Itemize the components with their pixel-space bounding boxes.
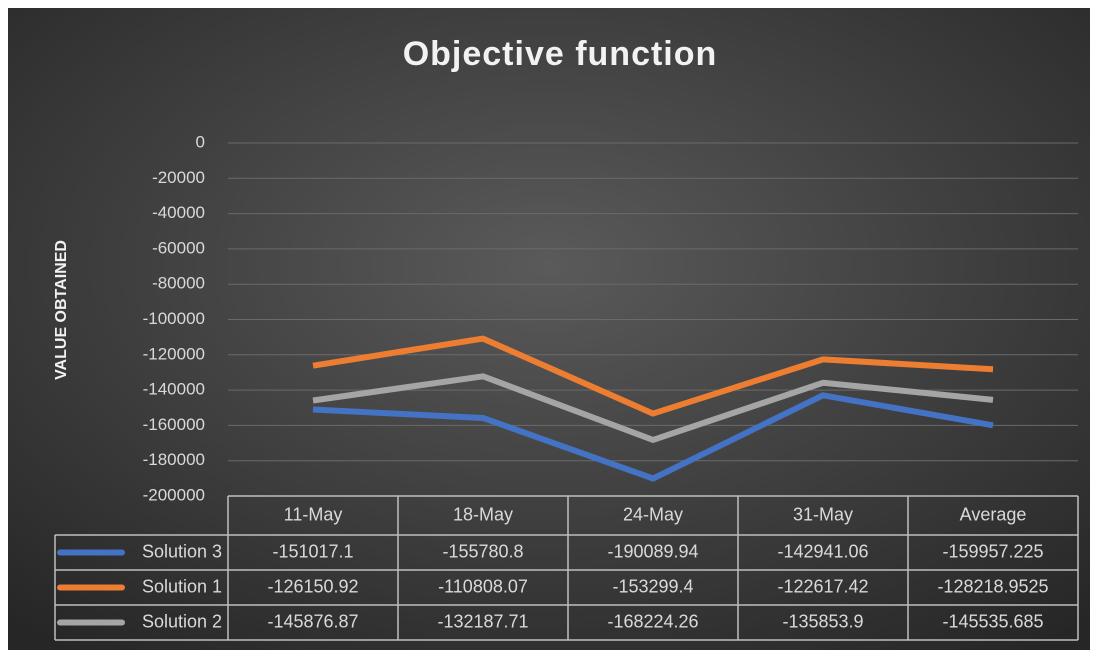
- y-tick-label: -140000: [143, 380, 205, 399]
- table-value: -145535.685: [942, 611, 1043, 631]
- y-tick-label: -100000: [143, 309, 205, 328]
- table-value: -145876.87: [267, 611, 358, 631]
- table-value: -122617.42: [777, 576, 868, 596]
- table-value: -128218.9525: [937, 576, 1048, 596]
- x-tick-label: 31-May: [793, 504, 853, 524]
- y-axis-label: VALUE OBTAINED: [53, 240, 70, 380]
- table-value: -168224.26: [607, 611, 698, 631]
- series-line: [312, 373, 994, 443]
- table-value: -142941.06: [777, 541, 868, 561]
- table-value: -126150.92: [267, 576, 358, 596]
- chart-background: [8, 8, 1090, 650]
- x-tick-label: 18-May: [453, 504, 513, 524]
- x-tick-label: Average: [960, 504, 1027, 524]
- table-value: -151017.1: [272, 541, 353, 561]
- table-value: -159957.225: [942, 541, 1043, 561]
- y-tick-label: -80000: [152, 274, 205, 293]
- table-value: -155780.8: [442, 541, 523, 561]
- table-value: -135853.9: [782, 611, 863, 631]
- y-tick-label: -60000: [152, 238, 205, 257]
- y-tick-label: -120000: [143, 344, 205, 363]
- series-line: [312, 392, 994, 482]
- table-value: -132187.71: [437, 611, 528, 631]
- y-tick-label: -20000: [152, 168, 205, 187]
- chart-title: Objective function: [403, 35, 718, 73]
- y-tick-label: -200000: [143, 485, 205, 504]
- table-value: -190089.94: [607, 541, 698, 561]
- y-tick-label: -180000: [143, 450, 205, 469]
- y-tick-label: -160000: [143, 415, 205, 434]
- legend-label: Solution 3: [142, 541, 222, 561]
- table-value: -110808.07: [438, 576, 528, 596]
- series-line: [312, 335, 994, 417]
- y-tick-label: -40000: [152, 203, 205, 222]
- x-tick-label: 11-May: [284, 504, 343, 524]
- legend-label: Solution 1: [142, 576, 222, 596]
- table-value: -153299.4: [612, 576, 693, 596]
- x-tick-label: 24-May: [623, 504, 683, 524]
- y-tick-label: 0: [196, 132, 205, 151]
- legend-label: Solution 2: [142, 611, 222, 631]
